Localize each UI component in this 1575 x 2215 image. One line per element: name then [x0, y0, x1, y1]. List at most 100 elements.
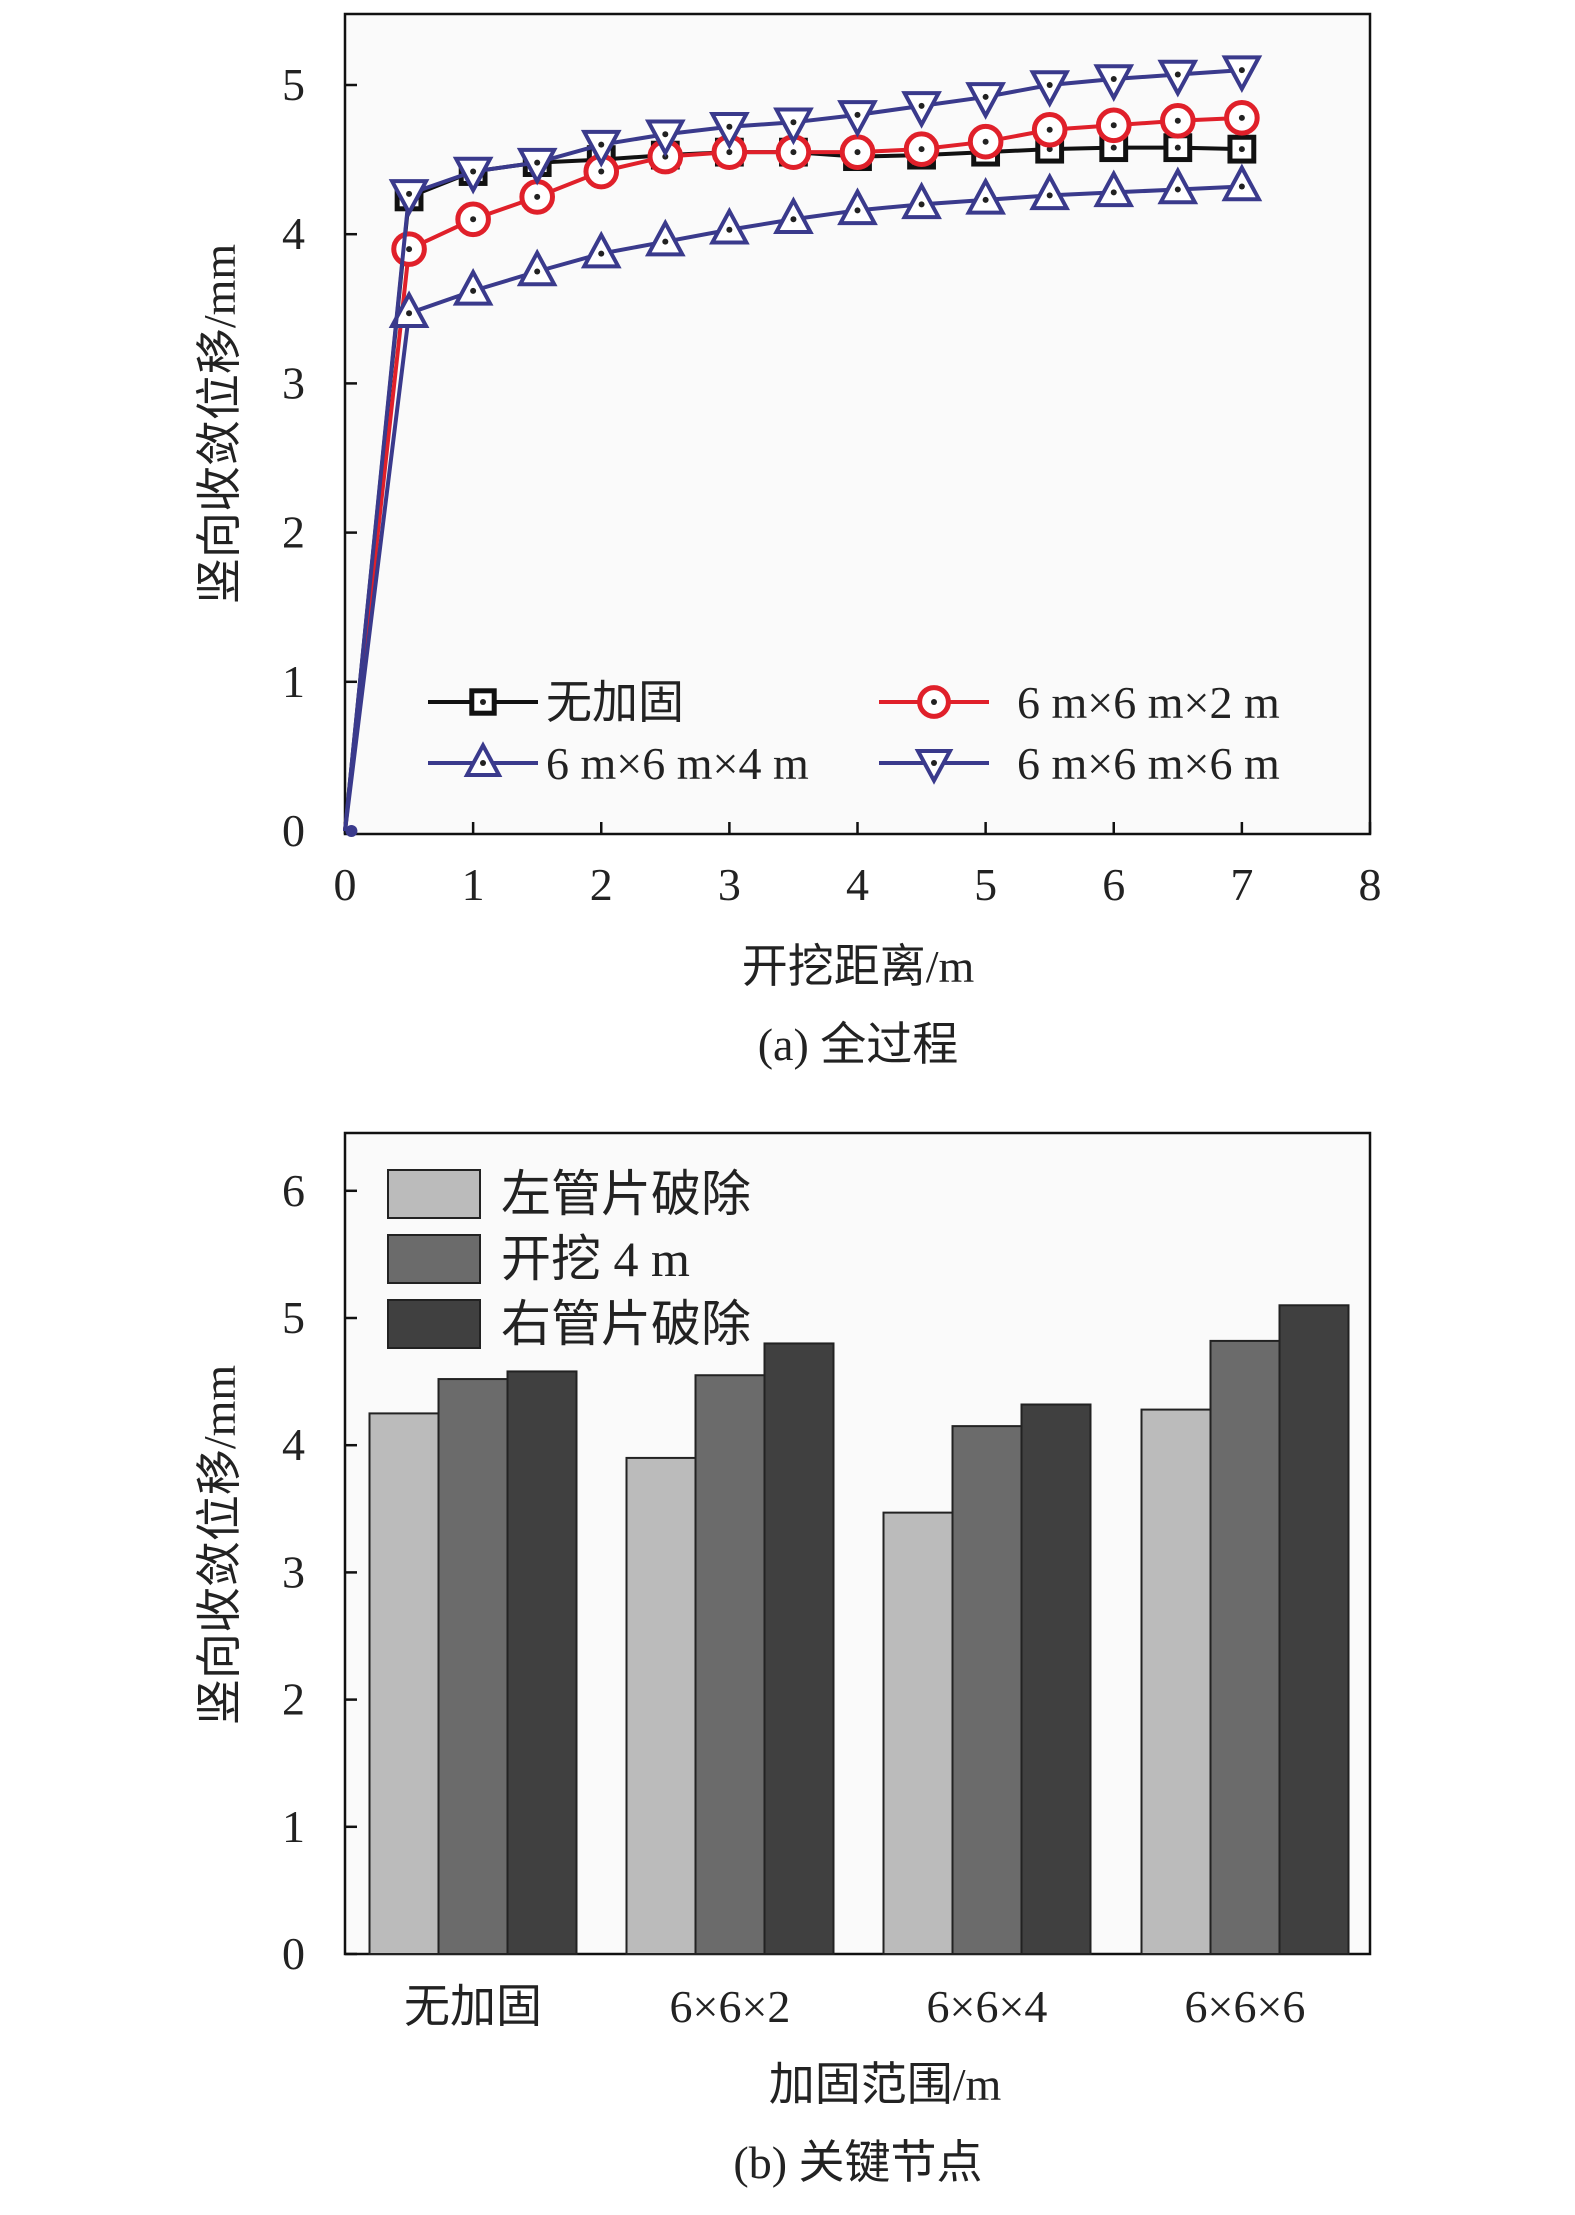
y-tick-label: 6: [282, 1165, 305, 1216]
marker-dot: [918, 201, 925, 208]
marker-dot: [1238, 114, 1245, 121]
marker-dot: [1110, 189, 1117, 196]
x-tick-label: 6: [1102, 859, 1125, 910]
legend-label: 开挖 4 m: [501, 1231, 690, 1287]
caption: (a) 全过程: [758, 1019, 959, 1070]
marker-dot: [1174, 117, 1181, 124]
marker-dot: [790, 119, 797, 126]
marker-dot: [854, 207, 861, 214]
legend-item: 右管片破除: [387, 1296, 751, 1352]
x-axis-label: 加固范围/m: [769, 2059, 1002, 2110]
marker-dot: [1174, 186, 1181, 193]
y-tick-label: 0: [282, 1928, 305, 1979]
legend-label: 右管片破除: [501, 1296, 751, 1352]
marker-dot: [1238, 183, 1245, 190]
series-3: [343, 55, 1263, 832]
x-tick-label: 6×6×2: [670, 1981, 791, 2032]
bar: [368, 1412, 440, 1955]
legend-label: 6 m×6 m×4 m: [546, 738, 809, 789]
marker-dot: [726, 149, 733, 156]
x-tick-label: 无加固: [404, 1981, 542, 2032]
y-tick-label: 4: [282, 208, 305, 259]
bar: [1209, 1339, 1281, 1955]
marker-dot: [854, 111, 861, 118]
legend-label: 左管片破除: [501, 1166, 751, 1222]
marker-dot: [598, 141, 605, 148]
y-tick-label: 4: [282, 1419, 305, 1470]
y-tick-label: 1: [282, 656, 305, 707]
x-tick-label: 7: [1230, 859, 1253, 910]
y-tick-label: 5: [282, 1292, 305, 1343]
bar-chart-key-nodes: 竖向收敛位移/mm 加固范围/m (b) 关键节点 0 1 2 3 4 5 6 无加固 6×6×…: [194, 1131, 1372, 2188]
marker-dot: [982, 196, 989, 203]
y-tick-label: 0: [282, 805, 305, 856]
marker-dot: [470, 216, 477, 223]
y-tick-label: 2: [282, 1674, 305, 1725]
bar: [694, 1374, 766, 1955]
x-tick-label: 3: [718, 859, 741, 910]
marker-dot: [598, 250, 605, 257]
legend-item: 6 m×6 m×2 m: [879, 677, 1280, 728]
x-tick-label: 5: [974, 859, 997, 910]
legend-item: 左管片破除: [387, 1166, 751, 1222]
marker-dot: [1046, 146, 1053, 153]
marker-dot: [931, 760, 937, 766]
marker-dot: [480, 760, 486, 766]
marker-dot: [534, 159, 541, 166]
legend-swatch: [387, 1299, 481, 1349]
marker-dot: [1238, 67, 1245, 74]
bar: [763, 1342, 835, 1955]
marker-dot: [1174, 71, 1181, 78]
marker-dot: [534, 268, 541, 275]
y-axis-label: 竖向收敛位移/mm: [194, 244, 245, 605]
marker-dot: [1046, 192, 1053, 199]
y-tick-label: 3: [282, 357, 305, 408]
bar: [437, 1378, 509, 1955]
marker-dot: [1110, 144, 1117, 151]
marker-dot: [918, 146, 925, 153]
bar: [1020, 1403, 1092, 1955]
marker-dot: [662, 238, 669, 245]
bar: [951, 1425, 1023, 1955]
marker-dot: [1174, 144, 1181, 151]
bar: [506, 1370, 578, 1955]
y-tick-label: 1: [282, 1801, 305, 1852]
x-axis-label: 开挖距离/m: [742, 941, 975, 992]
line-chart-full-process: 竖向收敛位移/mm 开挖距离/m (a) 全过程 0 1 2 3 4 5 6 7 8 0 1 2 3 4 5…: [194, 12, 1382, 1070]
y-axis-label: 竖向收敛位移/mm: [194, 1365, 245, 1726]
marker-dot: [790, 149, 797, 156]
marker-dot: [1110, 76, 1117, 83]
marker-dot: [726, 226, 733, 233]
marker-dot: [470, 287, 477, 294]
y-tick-label: 5: [282, 59, 305, 110]
marker-dot: [406, 310, 413, 317]
marker-dot: [931, 699, 937, 705]
marker-dot: [918, 102, 925, 109]
origin-point: [345, 825, 358, 837]
marker-dot: [854, 149, 861, 156]
legend-item: 开挖 4 m: [387, 1231, 690, 1287]
marker-dot: [406, 190, 413, 197]
marker-dot: [662, 131, 669, 138]
x-tick-label: 6×6×4: [927, 1981, 1048, 2032]
marker-dot: [598, 168, 605, 175]
legend-item: 6 m×6 m×4 m: [428, 738, 809, 789]
bar: [625, 1456, 697, 1956]
legend-item: 6 m×6 m×6 m: [879, 738, 1280, 789]
bar: [1140, 1408, 1212, 1955]
marker-dot: [1110, 122, 1117, 129]
x-tick-label: 1: [462, 859, 485, 910]
legend-swatch: [387, 1234, 481, 1284]
legend-label: 6 m×6 m×2 m: [1017, 677, 1280, 728]
bar: [1278, 1304, 1350, 1955]
marker-dot: [982, 138, 989, 145]
marker-dot: [1046, 82, 1053, 88]
legend-item: 无加固: [428, 677, 684, 728]
marker-dot: [726, 123, 733, 130]
marker-dot: [1046, 126, 1053, 133]
x-tick-label: 6×6×6: [1185, 1981, 1306, 2032]
marker-dot: [406, 246, 413, 253]
legend-swatch: [387, 1169, 481, 1219]
x-tick-label: 8: [1359, 859, 1382, 910]
